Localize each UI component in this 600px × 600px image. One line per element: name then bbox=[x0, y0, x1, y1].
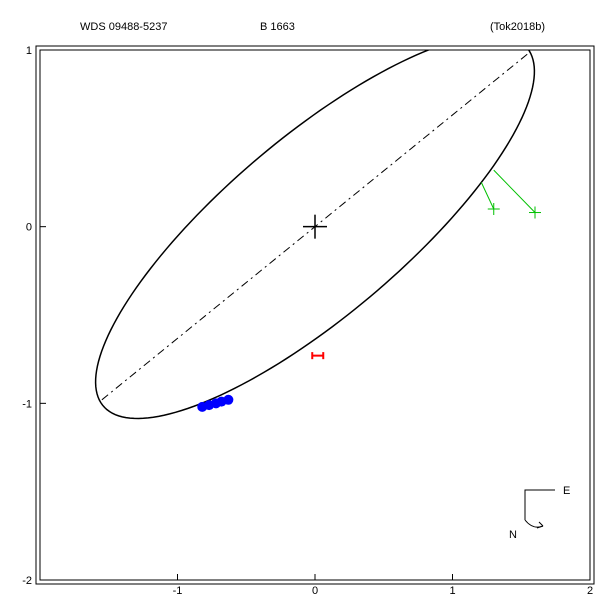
chart-container: WDS 09488-5237 B 1663 (Tok2018b) -1 0 1 2 1 0 -1 -… bbox=[0, 0, 600, 600]
compass-frame bbox=[525, 490, 555, 520]
header-left: WDS 09488-5237 bbox=[80, 21, 167, 33]
plot-area bbox=[96, 35, 541, 419]
y-tick-label: 0 bbox=[26, 222, 32, 234]
blue-point bbox=[223, 395, 233, 405]
x-tick-label: 2 bbox=[587, 585, 593, 597]
green-connector bbox=[481, 183, 493, 210]
plot-border bbox=[40, 50, 590, 580]
x-tick-label: -1 bbox=[173, 585, 183, 597]
y-tick-label: -1 bbox=[22, 398, 32, 410]
x-tick-label: 1 bbox=[449, 585, 455, 597]
header-center: B 1663 bbox=[260, 21, 295, 33]
y-tick-label: 1 bbox=[26, 45, 32, 57]
header-right: (Tok2018b) bbox=[490, 21, 545, 33]
y-tick-label: -2 bbox=[22, 575, 32, 587]
x-tick-label: 0 bbox=[312, 585, 318, 597]
orbit-chart: WDS 09488-5237 B 1663 (Tok2018b) -1 0 1 2 1 0 -1 -… bbox=[0, 0, 600, 600]
compass-e-label: E bbox=[563, 485, 570, 497]
green-connector bbox=[494, 170, 535, 212]
compass-n-label: N bbox=[509, 529, 517, 541]
